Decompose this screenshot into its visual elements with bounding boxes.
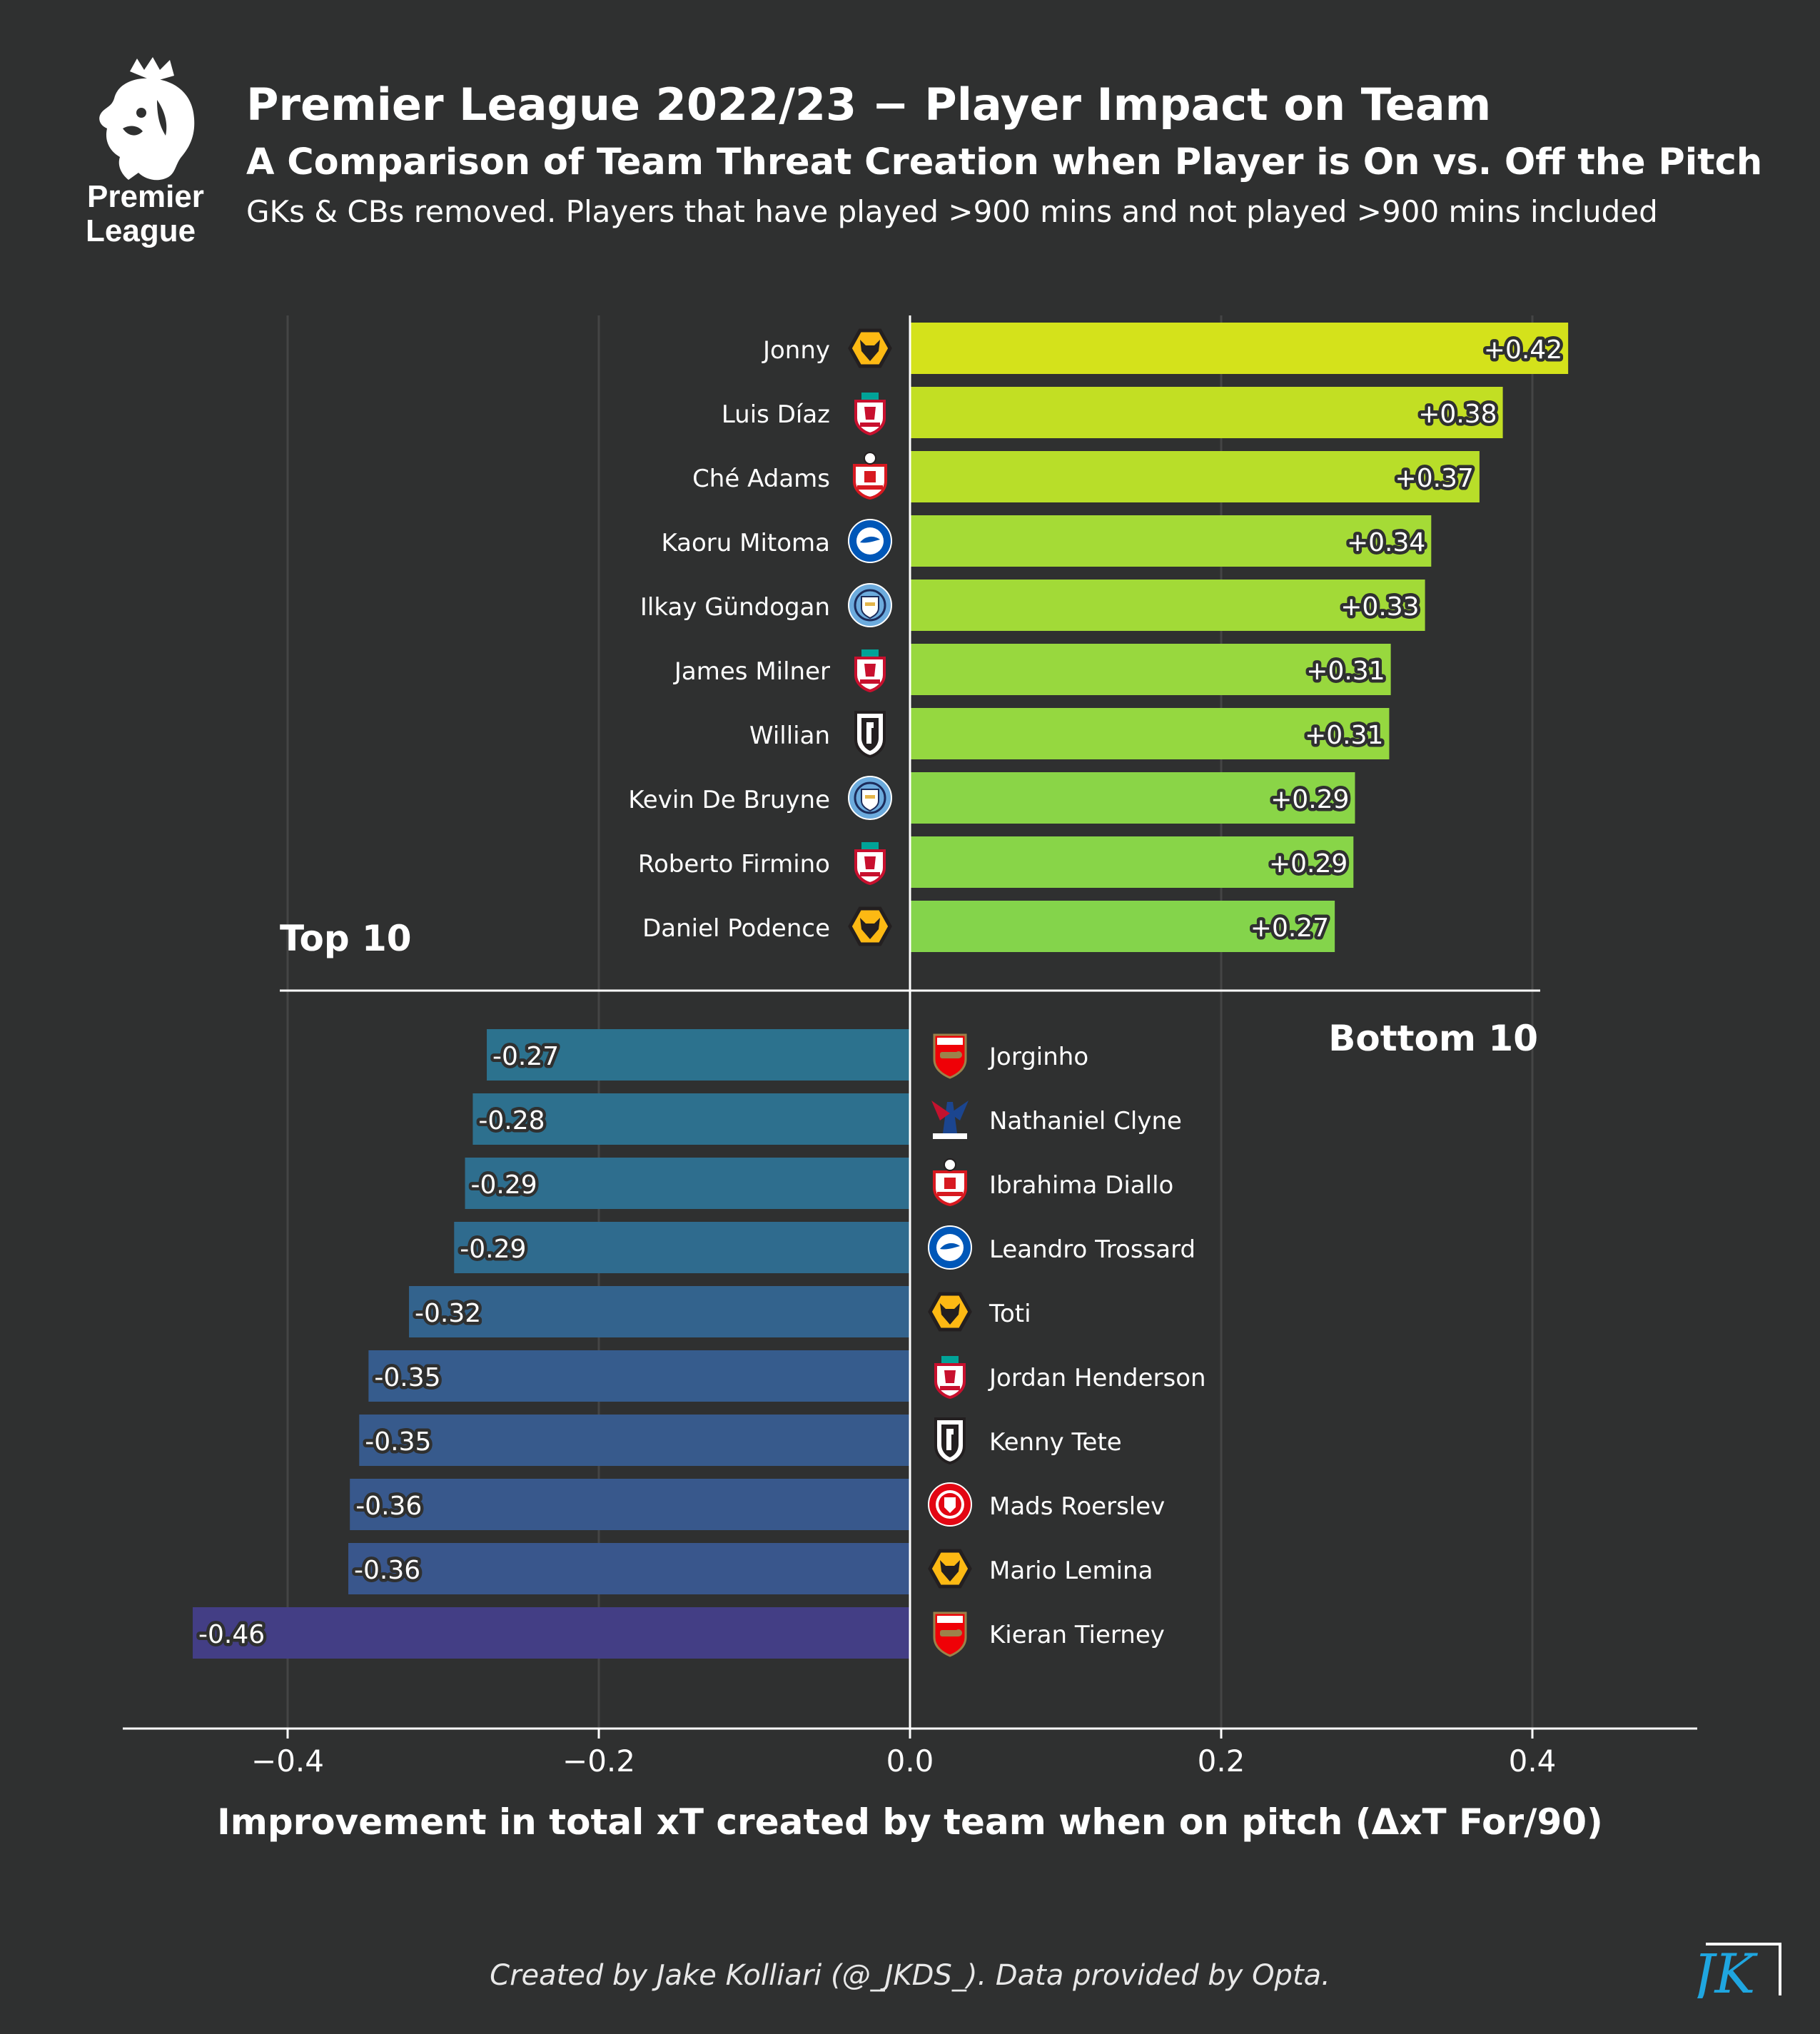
player-name-top-2: Luis Díaz (722, 400, 830, 429)
x-tick-label: 0.0 (886, 1744, 934, 1779)
data-label-bottom-9: -0.36 (354, 1556, 420, 1585)
man-city-badge-icon (849, 776, 891, 819)
southampton-badge-icon (854, 452, 886, 498)
fulham-badge-icon (856, 712, 884, 757)
bar-bottom-6 (368, 1350, 910, 1402)
arsenal-badge-icon (934, 1613, 966, 1656)
data-label-bottom-1: -0.27 (492, 1042, 559, 1071)
player-name-top-4: Kaoru Mitoma (661, 529, 830, 557)
section-label-top: Top 10 (280, 918, 412, 959)
x-axis-title: Improvement in total xT created by team … (217, 1801, 1603, 1843)
bar-bottom-9 (348, 1543, 910, 1594)
wolves-badge-icon (850, 330, 890, 366)
southampton-badge-icon (934, 1159, 966, 1205)
x-tick-label: −0.2 (562, 1744, 635, 1779)
liverpool-badge-icon (856, 393, 884, 434)
data-label-bottom-8: -0.36 (355, 1492, 422, 1521)
player-name-bottom-4: Leandro Trossard (989, 1235, 1195, 1264)
fulham-badge-icon (936, 1419, 964, 1463)
data-label-bottom-4: -0.29 (460, 1235, 526, 1264)
player-name-top-9: Roberto Firmino (638, 850, 830, 879)
player-name-bottom-2: Nathaniel Clyne (989, 1107, 1182, 1135)
player-name-top-8: Kevin De Bruyne (628, 786, 830, 814)
liverpool-badge-icon (856, 842, 884, 884)
data-label-bottom-10: -0.46 (198, 1620, 265, 1649)
player-name-bottom-10: Kieran Tierney (989, 1621, 1165, 1649)
data-label-top-2: +0.38 (1418, 400, 1497, 429)
data-label-bottom-3: -0.29 (471, 1170, 537, 1200)
data-label-top-10: +0.27 (1250, 914, 1329, 943)
brentford-badge-icon (929, 1483, 971, 1526)
bar-top-3 (910, 451, 1480, 502)
crystal-palace-badge-icon (931, 1101, 969, 1139)
player-name-top-5: Ilkay Gündogan (640, 593, 830, 622)
bar-top-1 (910, 323, 1568, 374)
section-label-bottom: Bottom 10 (1328, 1018, 1538, 1059)
wolves-badge-icon (930, 1294, 970, 1330)
player-name-top-1: Jonny (762, 336, 830, 365)
data-label-top-7: +0.31 (1305, 721, 1383, 750)
player-name-top-10: Daniel Podence (642, 914, 830, 943)
player-name-bottom-6: Jordan Henderson (988, 1364, 1206, 1392)
player-name-bottom-5: Toti (989, 1300, 1031, 1328)
data-label-top-5: +0.33 (1340, 592, 1419, 622)
data-label-top-3: +0.37 (1395, 464, 1474, 493)
data-label-bottom-5: -0.32 (415, 1299, 481, 1328)
bar-bottom-7 (359, 1415, 910, 1466)
bar-bottom-5 (409, 1286, 910, 1337)
bar-top-2 (910, 387, 1503, 438)
data-label-bottom-2: -0.28 (478, 1106, 545, 1135)
brighton-badge-icon (849, 520, 891, 562)
liverpool-badge-icon (856, 649, 884, 691)
x-tick-label: 0.2 (1198, 1744, 1245, 1779)
player-name-top-7: Willian (749, 722, 830, 750)
brighton-badge-icon (929, 1226, 971, 1269)
player-name-bottom-8: Mads Roerslev (989, 1492, 1165, 1521)
man-city-badge-icon (849, 584, 891, 627)
bar-bottom-8 (350, 1479, 910, 1530)
data-label-bottom-7: -0.35 (365, 1427, 431, 1457)
wolves-badge-icon (850, 909, 890, 944)
player-name-bottom-7: Kenny Tete (989, 1428, 1122, 1457)
x-tick-label: 0.4 (1509, 1744, 1557, 1779)
player-name-top-6: James Milner (673, 657, 830, 686)
jk-brand-logo: JK (1692, 1941, 1784, 1998)
data-label-bottom-6: -0.35 (374, 1363, 440, 1392)
player-name-bottom-1: Jorginho (988, 1043, 1088, 1071)
wolves-badge-icon (930, 1551, 970, 1587)
bar-bottom-10 (193, 1607, 910, 1659)
data-label-top-6: +0.31 (1306, 657, 1385, 686)
x-tick-label: −0.4 (251, 1744, 324, 1779)
data-label-top-9: +0.29 (1269, 849, 1348, 879)
data-label-top-1: +0.42 (1484, 335, 1562, 365)
footer-credit: Created by Jake Kolliari (@_JKDS_). Data… (0, 1959, 1820, 1992)
data-label-top-8: +0.29 (1270, 785, 1349, 814)
data-label-top-4: +0.34 (1347, 528, 1425, 557)
brand-mark: JK (1692, 1942, 1758, 1998)
arsenal-badge-icon (934, 1035, 966, 1078)
player-name-top-3: Ché Adams (692, 465, 830, 493)
liverpool-badge-icon (936, 1356, 964, 1397)
player-name-bottom-9: Mario Lemina (989, 1557, 1153, 1585)
player-name-bottom-3: Ibrahima Diallo (989, 1171, 1173, 1200)
